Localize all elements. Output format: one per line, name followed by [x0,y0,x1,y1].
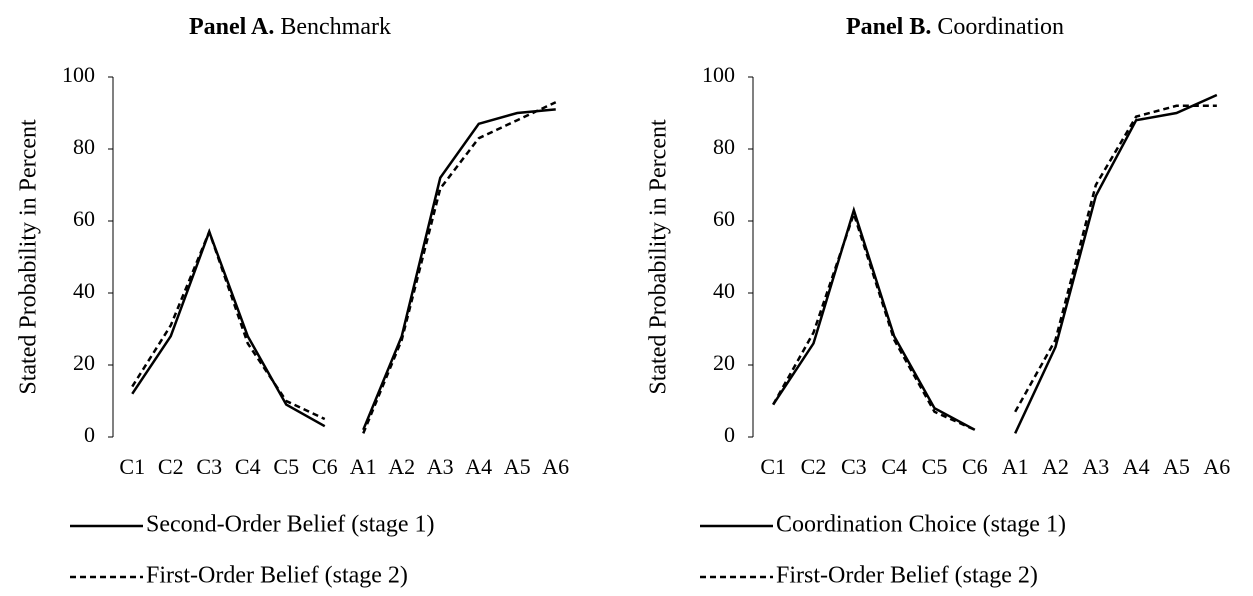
legend-label: First-Order Belief (stage 2) [146,563,408,589]
y-tick-label: 0 [724,422,735,447]
chart: Panel B. Coordination Stated Probability … [646,14,1231,589]
y-tick-label: 100 [702,62,735,87]
x-tick-label: C5 [922,454,948,479]
series-line [772,205,976,431]
y-tick-label: 60 [73,206,95,231]
series-line [1014,104,1217,413]
series-line [131,228,326,421]
y-tick-label: 80 [713,134,735,159]
x-tick-label: A4 [465,454,492,479]
y-tick-label: 100 [62,62,95,87]
y-axis-label: Stated Probability in Percent [16,119,42,395]
x-tick-label: A1 [350,454,377,479]
x-tick-label: C6 [962,454,988,479]
x-tick-label: A5 [1163,454,1190,479]
x-tick-label: C5 [273,454,299,479]
x-tick-label: C2 [801,454,827,479]
x-tick-label: A1 [1002,454,1029,479]
y-tick-label: 20 [713,350,735,375]
x-tick-label: A4 [1123,454,1150,479]
title-text: Benchmark [280,14,391,40]
x-tick-label: C4 [881,454,907,479]
x-tick-label: C3 [196,454,222,479]
series-line [362,101,557,434]
x-tick-label: C6 [312,454,338,479]
title-prefix: Panel B. [846,14,931,40]
y-axis-label: Stated Probability in Percent [646,119,672,395]
x-tick-label: A2 [388,454,415,479]
x-tick-label: C1 [119,454,145,479]
title-prefix: Panel A. [189,14,274,40]
chart-title: Panel B. Coordination [846,14,1064,40]
series-line [362,108,556,431]
x-tick-label: C1 [760,454,786,479]
y-tick-label: 20 [73,350,95,375]
y-tick-label: 80 [73,134,95,159]
y-tick-label: 60 [713,206,735,231]
x-tick-label: A2 [1042,454,1069,479]
y-tick-label: 40 [713,278,735,303]
legend-label: Coordination Choice (stage 1) [776,512,1066,538]
x-tick-label: A3 [427,454,454,479]
x-tick-label: A5 [504,454,531,479]
x-tick-label: C4 [235,454,261,479]
x-tick-label: A6 [1203,454,1230,479]
y-tick-label: 40 [73,278,95,303]
chart-title: Panel A. Benchmark [189,14,391,40]
series-line [131,228,326,428]
x-tick-label: C3 [841,454,867,479]
series-line [1014,93,1218,434]
x-tick-label: C2 [158,454,184,479]
legend-label: Second-Order Belief (stage 1) [146,512,435,538]
chart: Panel A. Benchmark Stated Probability in … [16,14,570,589]
series-line [772,209,976,431]
title-text: Coordination [937,14,1064,40]
legend-label: First-Order Belief (stage 2) [776,563,1038,589]
x-tick-label: A6 [542,454,569,479]
y-tick-label: 0 [84,422,95,447]
x-tick-label: A3 [1082,454,1109,479]
